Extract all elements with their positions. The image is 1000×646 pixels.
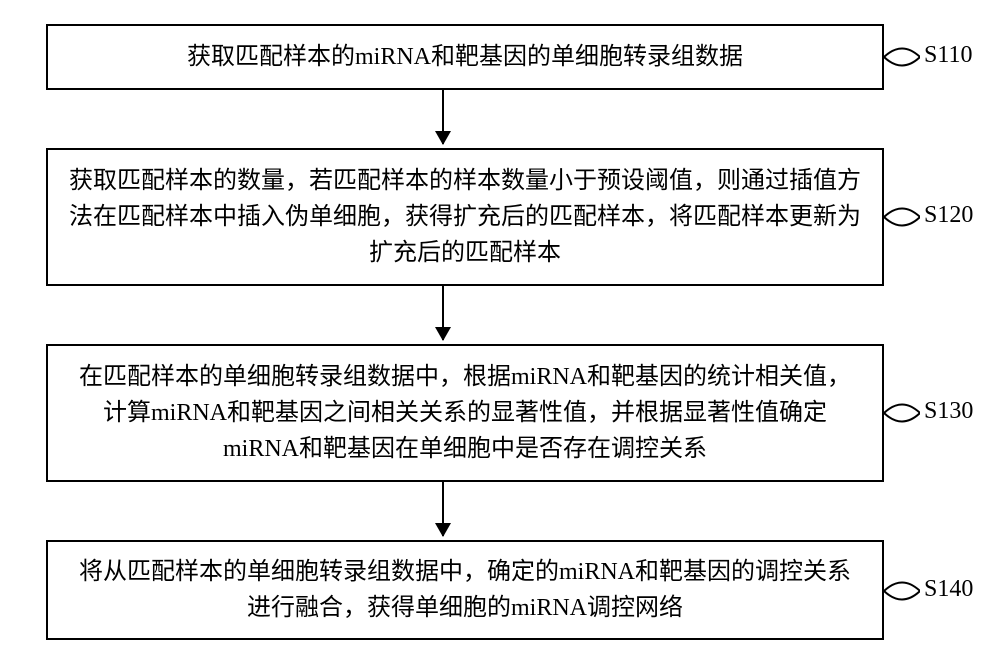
step-box-s110: 获取匹配样本的miRNA和靶基因的单细胞转录组数据 bbox=[46, 24, 884, 90]
step-box-s140: 将从匹配样本的单细胞转录组数据中，确定的miRNA和靶基因的调控关系进行融合，获… bbox=[46, 540, 884, 640]
step-label-s120: S120 bbox=[924, 202, 973, 229]
step-label-s130: S130 bbox=[924, 398, 973, 425]
step-text-s130: 在匹配样本的单细胞转录组数据中，根据miRNA和靶基因的统计相关值，计算miRN… bbox=[68, 359, 862, 467]
arrow-3 bbox=[442, 482, 444, 536]
step-text-s120: 获取匹配样本的数量，若匹配样本的样本数量小于预设阈值，则通过插值方法在匹配样本中… bbox=[68, 163, 862, 271]
step-text-s140: 将从匹配样本的单细胞转录组数据中，确定的miRNA和靶基因的调控关系进行融合，获… bbox=[68, 554, 862, 626]
step-text-s110: 获取匹配样本的miRNA和靶基因的单细胞转录组数据 bbox=[187, 39, 743, 75]
arrow-1 bbox=[442, 90, 444, 144]
label-curve-s120 bbox=[884, 200, 920, 234]
step-label-s110: S110 bbox=[924, 42, 972, 69]
step-box-s130: 在匹配样本的单细胞转录组数据中，根据miRNA和靶基因的统计相关值，计算miRN… bbox=[46, 344, 884, 482]
label-curve-s110 bbox=[884, 40, 920, 74]
step-label-s140: S140 bbox=[924, 576, 973, 603]
step-box-s120: 获取匹配样本的数量，若匹配样本的样本数量小于预设阈值，则通过插值方法在匹配样本中… bbox=[46, 148, 884, 286]
arrow-2 bbox=[442, 286, 444, 340]
label-curve-s140 bbox=[884, 574, 920, 608]
flowchart-container: 获取匹配样本的miRNA和靶基因的单细胞转录组数据 S110 获取匹配样本的数量… bbox=[0, 0, 1000, 646]
label-curve-s130 bbox=[884, 396, 920, 430]
